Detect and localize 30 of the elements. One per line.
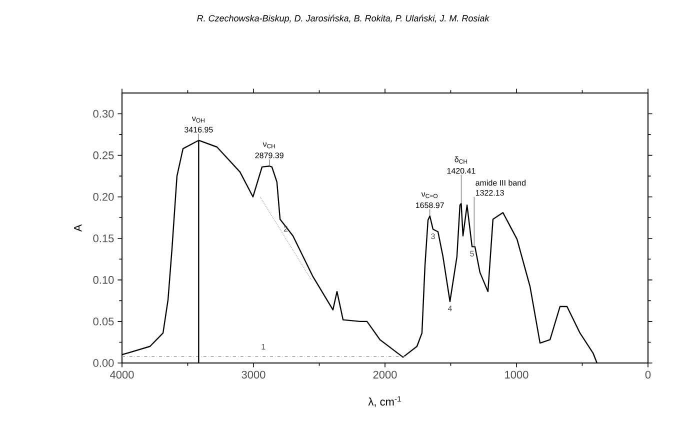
x-tick-label: 3000	[242, 370, 266, 379]
y-tick-label: 0.20	[93, 192, 114, 201]
annotation: ν$_{C=O}$	[421, 192, 438, 198]
y-tick-label: 0.25	[93, 151, 114, 160]
x-tick-label: 4000	[110, 370, 134, 379]
annotation: ν$_{CH}$	[262, 142, 275, 148]
annotation: amide III band	[476, 180, 526, 186]
y-tick-label: 0.10	[93, 276, 114, 284]
y-tick-label: 0.15	[93, 234, 114, 242]
annotation: 1420.41	[447, 168, 476, 174]
series-label: 2	[284, 226, 288, 232]
x-tick-label: 2000	[373, 370, 397, 379]
y-tick-label: 0.00	[93, 359, 114, 367]
annotation: 2879.39	[255, 152, 284, 158]
annotation: δ$_{CH}$	[454, 156, 468, 164]
x-tick-label: 0	[645, 370, 651, 379]
annotation: 5	[470, 250, 474, 256]
x-axis-title: λ, cm$^{-1}$	[368, 396, 401, 407]
y-tick-label: 0.30	[93, 110, 114, 118]
x-tick-label: 1000	[505, 370, 528, 379]
text: R. Czechowska-Biskup, D. Jarosińska, B. Rokita, P. Ulański, J. M. Rosiak	[197, 14, 490, 24]
annotation: ν$_{OH}$	[192, 116, 204, 123]
annotation: 1658.97	[416, 202, 444, 208]
annotation: 3416.95	[184, 126, 213, 133]
annotation: 3	[431, 233, 435, 240]
annotation: 4	[448, 306, 452, 312]
y-axis-title: A	[74, 224, 82, 232]
annotation: 1322.13	[476, 190, 504, 196]
y-tick-label: 0.05	[93, 318, 114, 326]
series-label: 1	[262, 344, 266, 350]
